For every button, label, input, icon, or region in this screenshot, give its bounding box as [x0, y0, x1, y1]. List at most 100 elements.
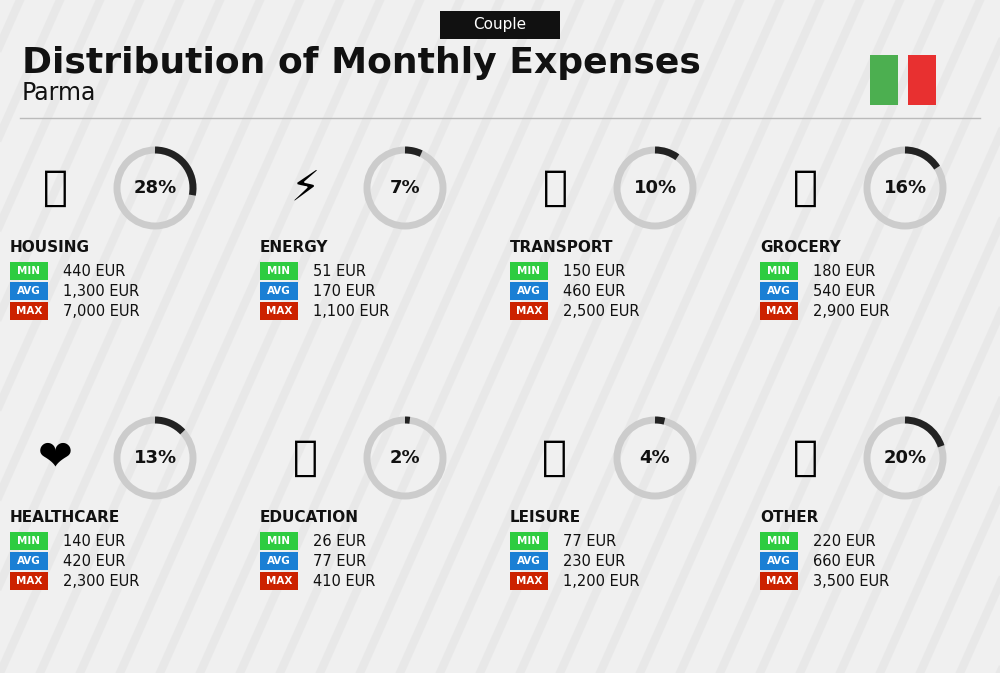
Text: MIN: MIN [18, 536, 40, 546]
Text: 13%: 13% [133, 449, 177, 467]
Text: 🛒: 🛒 [792, 167, 818, 209]
FancyBboxPatch shape [260, 532, 298, 550]
FancyBboxPatch shape [760, 262, 798, 280]
Text: MIN: MIN [768, 536, 790, 546]
Text: 💰: 💰 [792, 437, 818, 479]
Text: ⚡: ⚡ [290, 167, 320, 209]
Text: 150 EUR: 150 EUR [563, 264, 625, 279]
Text: OTHER: OTHER [760, 511, 818, 526]
FancyBboxPatch shape [760, 552, 798, 570]
Text: MIN: MIN [518, 266, 540, 276]
FancyBboxPatch shape [10, 572, 48, 590]
Text: 🎓: 🎓 [292, 437, 318, 479]
FancyBboxPatch shape [260, 572, 298, 590]
Text: GROCERY: GROCERY [760, 240, 841, 256]
Text: 77 EUR: 77 EUR [313, 553, 366, 569]
FancyBboxPatch shape [10, 302, 48, 320]
Text: HEALTHCARE: HEALTHCARE [10, 511, 120, 526]
Text: 28%: 28% [133, 179, 177, 197]
Text: MIN: MIN [518, 536, 540, 546]
Text: EDUCATION: EDUCATION [260, 511, 359, 526]
Text: 51 EUR: 51 EUR [313, 264, 366, 279]
Text: 1,300 EUR: 1,300 EUR [63, 283, 139, 299]
Text: MAX: MAX [516, 576, 542, 586]
FancyBboxPatch shape [510, 532, 548, 550]
Text: 7,000 EUR: 7,000 EUR [63, 304, 140, 318]
FancyBboxPatch shape [870, 55, 898, 105]
Text: 220 EUR: 220 EUR [813, 534, 876, 548]
FancyBboxPatch shape [260, 262, 298, 280]
FancyBboxPatch shape [10, 532, 48, 550]
Text: MAX: MAX [266, 576, 292, 586]
FancyBboxPatch shape [260, 552, 298, 570]
FancyBboxPatch shape [760, 572, 798, 590]
Text: AVG: AVG [517, 556, 541, 566]
Text: AVG: AVG [17, 556, 41, 566]
Text: LEISURE: LEISURE [510, 511, 581, 526]
Text: 1,100 EUR: 1,100 EUR [313, 304, 389, 318]
Text: MAX: MAX [766, 576, 792, 586]
Text: AVG: AVG [17, 286, 41, 296]
Text: 180 EUR: 180 EUR [813, 264, 875, 279]
FancyBboxPatch shape [908, 55, 936, 105]
Text: 410 EUR: 410 EUR [313, 573, 375, 588]
Text: ENERGY: ENERGY [260, 240, 328, 256]
Text: 540 EUR: 540 EUR [813, 283, 875, 299]
Text: MAX: MAX [16, 576, 42, 586]
Text: MAX: MAX [16, 306, 42, 316]
FancyBboxPatch shape [10, 552, 48, 570]
Text: Parma: Parma [22, 81, 96, 105]
Text: Couple: Couple [473, 17, 527, 32]
Text: 10%: 10% [633, 179, 677, 197]
Text: 7%: 7% [390, 179, 420, 197]
Text: 2,300 EUR: 2,300 EUR [63, 573, 139, 588]
Text: 20%: 20% [883, 449, 927, 467]
FancyBboxPatch shape [510, 262, 548, 280]
Text: 4%: 4% [640, 449, 670, 467]
Text: 230 EUR: 230 EUR [563, 553, 625, 569]
Text: MAX: MAX [766, 306, 792, 316]
Text: AVG: AVG [767, 556, 791, 566]
Text: 170 EUR: 170 EUR [313, 283, 376, 299]
FancyBboxPatch shape [10, 282, 48, 300]
Text: MIN: MIN [268, 536, 290, 546]
Text: MAX: MAX [516, 306, 542, 316]
Text: 440 EUR: 440 EUR [63, 264, 125, 279]
Text: 🛍️: 🛍️ [542, 437, 568, 479]
Text: MAX: MAX [266, 306, 292, 316]
FancyBboxPatch shape [260, 302, 298, 320]
FancyBboxPatch shape [760, 282, 798, 300]
Text: 🚌: 🚌 [542, 167, 568, 209]
FancyBboxPatch shape [760, 302, 798, 320]
Text: 16%: 16% [883, 179, 927, 197]
Text: 3,500 EUR: 3,500 EUR [813, 573, 889, 588]
Text: 460 EUR: 460 EUR [563, 283, 625, 299]
Text: 2%: 2% [390, 449, 420, 467]
Text: 77 EUR: 77 EUR [563, 534, 616, 548]
Text: 1,200 EUR: 1,200 EUR [563, 573, 640, 588]
FancyBboxPatch shape [10, 262, 48, 280]
FancyBboxPatch shape [510, 282, 548, 300]
Text: AVG: AVG [517, 286, 541, 296]
Text: AVG: AVG [267, 556, 291, 566]
Text: 🏢: 🏢 [42, 167, 68, 209]
FancyBboxPatch shape [260, 282, 298, 300]
FancyBboxPatch shape [440, 11, 560, 39]
Text: ❤️: ❤️ [38, 437, 72, 479]
FancyBboxPatch shape [510, 302, 548, 320]
FancyBboxPatch shape [510, 572, 548, 590]
Text: TRANSPORT: TRANSPORT [510, 240, 614, 256]
Text: 2,500 EUR: 2,500 EUR [563, 304, 640, 318]
FancyBboxPatch shape [510, 552, 548, 570]
Text: 660 EUR: 660 EUR [813, 553, 875, 569]
FancyBboxPatch shape [760, 532, 798, 550]
Text: 26 EUR: 26 EUR [313, 534, 366, 548]
Text: MIN: MIN [18, 266, 40, 276]
Text: 140 EUR: 140 EUR [63, 534, 125, 548]
Text: HOUSING: HOUSING [10, 240, 90, 256]
Text: AVG: AVG [267, 286, 291, 296]
Text: 420 EUR: 420 EUR [63, 553, 126, 569]
Text: MIN: MIN [768, 266, 790, 276]
Text: Distribution of Monthly Expenses: Distribution of Monthly Expenses [22, 46, 701, 80]
Text: 2,900 EUR: 2,900 EUR [813, 304, 890, 318]
